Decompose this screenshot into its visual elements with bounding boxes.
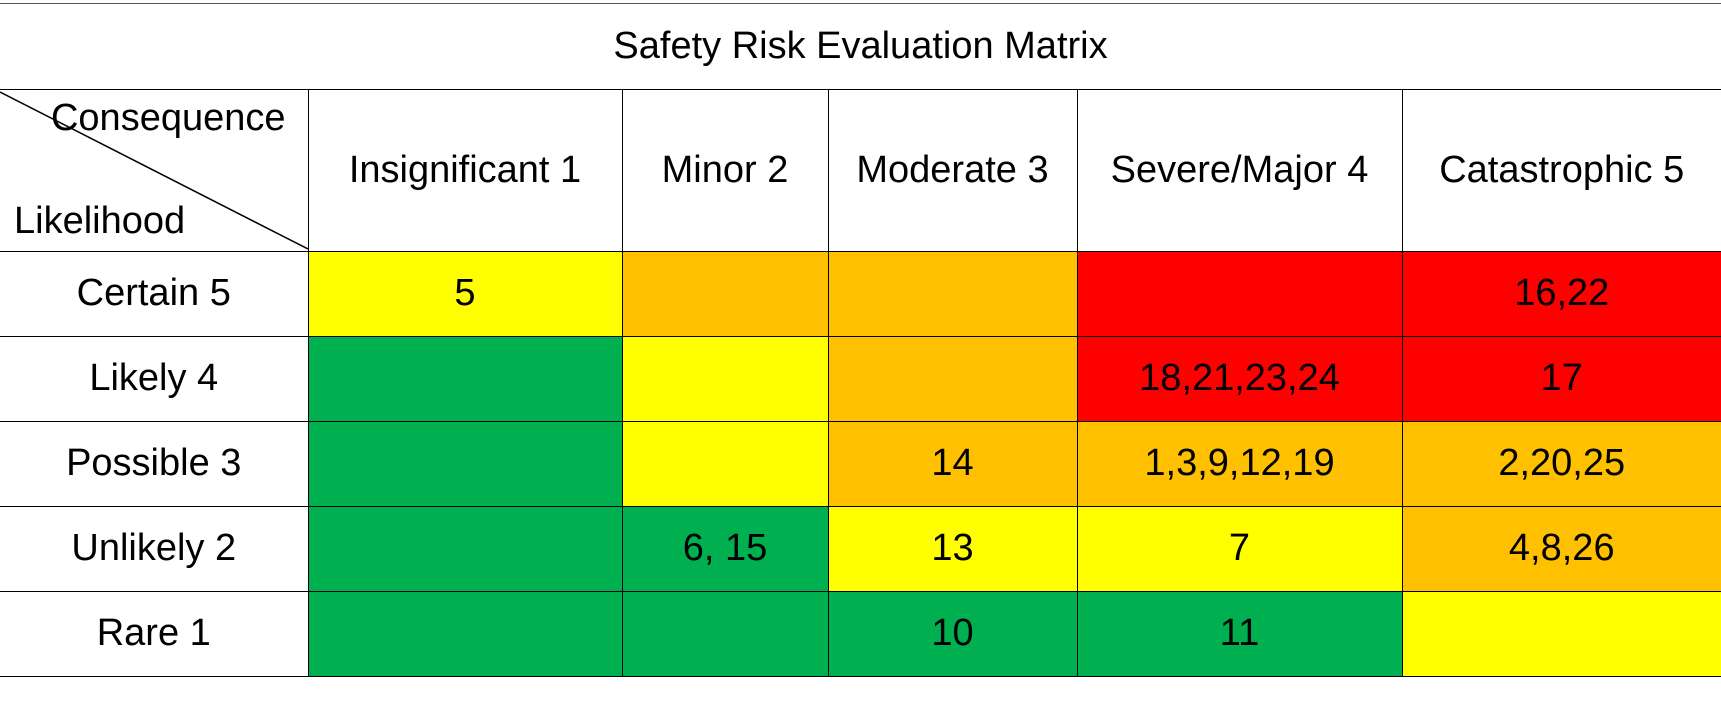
header-minor: Minor 2 [621,89,829,252]
matrix-cell: 4,8,26 [1401,506,1721,592]
header-row: Consequence Likelihood Insignificant 1 M… [0,89,1721,252]
consequence-label: Consequence [50,97,286,139]
matrix-cell: 11 [1076,591,1403,677]
likelihood-possible: Possible 3 [0,421,309,507]
matrix-cell: 14 [827,421,1078,507]
matrix-cell: 1,3,9,12,19 [1076,421,1403,507]
likelihood-unlikely: Unlikely 2 [0,506,309,592]
row-unlikely: Unlikely 2 6, 15 13 7 4,8,26 [0,506,1721,592]
header-insignificant: Insignificant 1 [307,89,623,252]
matrix-cell [621,251,829,337]
header-moderate: Moderate 3 [827,89,1078,252]
likelihood-certain: Certain 5 [0,251,309,337]
matrix-cell: 5 [307,251,623,337]
matrix-cell [827,251,1078,337]
matrix-cell: 16,22 [1401,251,1721,337]
matrix-cell: 13 [827,506,1078,592]
corner-cell: Consequence Likelihood [0,89,309,252]
top-rule [0,3,1721,4]
header-catastrophic: Catastrophic 5 [1401,89,1721,252]
matrix-cell: 7 [1076,506,1403,592]
matrix-cell: 10 [827,591,1078,677]
risk-matrix-table: Consequence Likelihood Insignificant 1 M… [0,89,1721,677]
matrix-cell [621,591,829,677]
matrix-cell [621,421,829,507]
diagonal-divider [0,91,308,250]
matrix-cell [1076,251,1403,337]
matrix-title: Safety Risk Evaluation Matrix [0,4,1721,90]
likelihood-label: Likelihood [14,200,186,243]
matrix-cell: 2,20,25 [1401,421,1721,507]
matrix-cell [621,336,829,422]
matrix-cell [1401,591,1721,677]
row-possible: Possible 3 14 1,3,9,12,19 2,20,25 [0,421,1721,507]
row-certain: Certain 5 5 16,22 [0,251,1721,337]
matrix-cell: 6, 15 [621,506,829,592]
matrix-cell [307,421,623,507]
matrix-cell [307,506,623,592]
matrix-cell [307,591,623,677]
matrix-cell [827,336,1078,422]
matrix-cell: 17 [1401,336,1721,422]
row-likely: Likely 4 18,21,23,24 17 [0,336,1721,422]
row-rare: Rare 1 10 11 [0,591,1721,677]
likelihood-likely: Likely 4 [0,336,309,422]
matrix-cell [307,336,623,422]
header-severe-major: Severe/Major 4 [1076,89,1403,252]
likelihood-rare: Rare 1 [0,591,309,677]
matrix-cell: 18,21,23,24 [1076,336,1403,422]
